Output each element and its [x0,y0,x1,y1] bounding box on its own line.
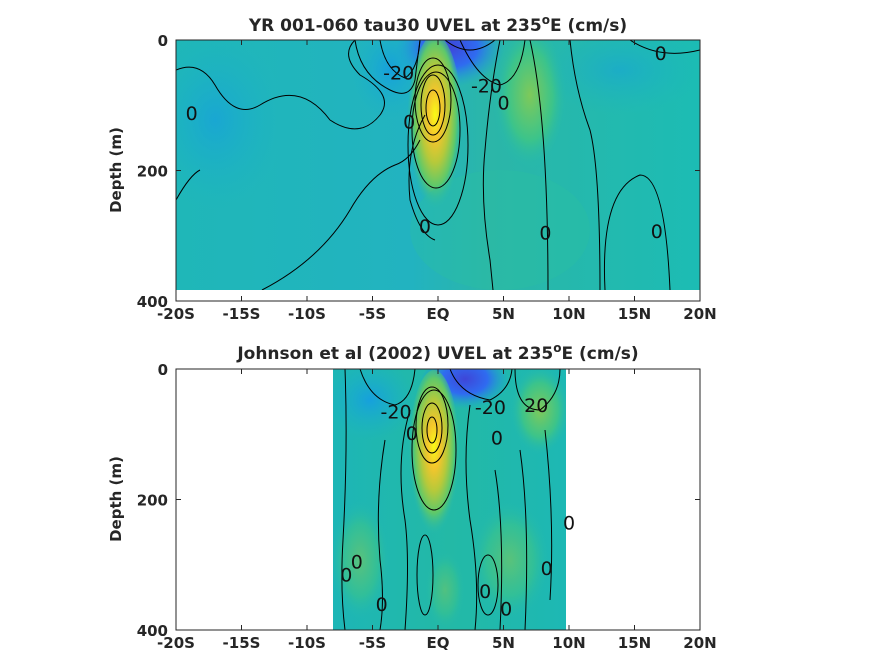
bottom-contour-label: 20 [524,395,548,417]
bottom-xtick-label: 5N [492,634,515,652]
panel-top-axes: -20S -15S -10S -5S EQ 5N 10N 15N 20N 0 200 400 [137,32,717,323]
bottom-ytick-label: 0 [158,361,168,379]
bottom-ytick-label: 200 [137,492,168,510]
panel-top-title: YR 001-060 tau30 UVEL at 235oE (cm/s) [248,13,627,36]
bottom-xtick-label: EQ [427,634,450,652]
top-xtick-label: -20S [157,305,195,323]
top-contour-label: 0 [497,93,509,115]
panel-top-contours [176,40,700,290]
top-contour-label: 0 [651,221,663,243]
top-contour-label: 0 [539,222,551,244]
panel-bottom-title: Johnson et al (2002) UVEL at 235oE (cm/s… [236,341,638,364]
bottom-xtick-label: -10S [288,634,326,652]
top-contour-label: -20 [383,63,414,85]
panel-top-field [176,40,700,290]
bottom-contour-label: 0 [406,423,418,445]
top-ytick-label: 0 [158,32,168,50]
top-contour-label: 0 [419,216,431,238]
bottom-contour-label: 0 [479,581,491,603]
top-xtick-label: EQ [427,305,450,323]
bottom-contour-label: 0 [563,512,575,534]
panel-bottom-contours [341,369,561,630]
panel-bottom-ylabel: Depth (m) [107,456,125,542]
panel-top-nodata-strip [176,290,700,301]
bottom-xtick-label: -15S [223,634,261,652]
top-contour-label: 0 [655,43,667,65]
bottom-ytick-label: 400 [137,622,168,640]
top-xtick-label: -5S [359,305,386,323]
top-contour-label: -20 [471,76,502,98]
top-ytick-label: 400 [137,293,168,311]
bottom-xtick-label: 10N [552,634,585,652]
bottom-xtick-label: -5S [359,634,386,652]
bottom-contour-label: 0 [491,428,503,450]
panel-bottom-field [333,369,566,630]
bottom-contour-label: 0 [376,594,388,616]
bottom-xtick-label: 20N [683,634,716,652]
top-contour-label: 0 [403,112,415,134]
top-xtick-label: -10S [288,305,326,323]
bottom-contour-label: 0 [541,558,553,580]
top-contour-label: 0 [186,103,198,125]
bottom-xtick-label: -20S [157,634,195,652]
top-xtick-label: 10N [552,305,585,323]
bottom-contour-label: 0 [500,598,512,620]
top-xtick-label: -15S [223,305,261,323]
top-xtick-label: 15N [618,305,651,323]
bottom-contour-label: -20 [381,401,412,423]
top-xtick-label: 5N [492,305,515,323]
bottom-contour-label: 0 [351,551,363,573]
top-ytick-label: 200 [137,163,168,181]
bottom-contour-label: 0 [340,565,352,587]
top-xtick-label: 20N [683,305,716,323]
bottom-contour-label: -20 [475,397,506,419]
bottom-xtick-label: 15N [618,634,651,652]
panel-top-ylabel: Depth (m) [107,127,125,213]
